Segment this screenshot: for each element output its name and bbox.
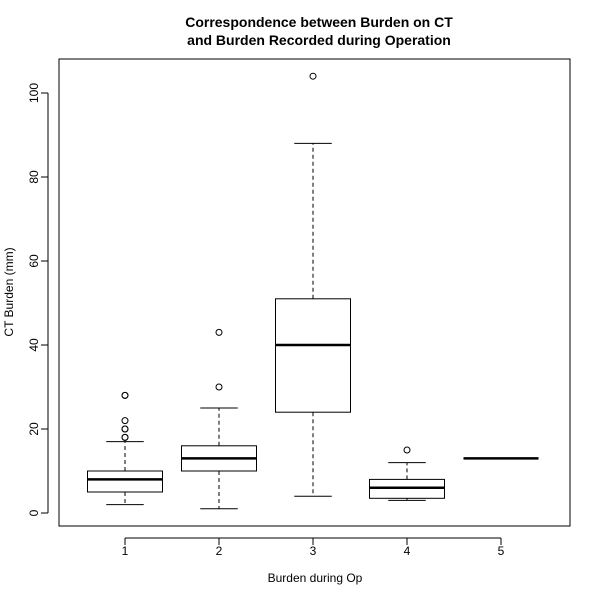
- interquartile-box: [275, 298, 351, 413]
- outlier-point: [309, 72, 317, 80]
- outlier-point: [215, 383, 223, 391]
- y-tick-label: 80: [27, 170, 41, 184]
- y-tick-label: 100: [27, 83, 41, 103]
- y-tick-label: 20: [27, 422, 41, 436]
- box-group-4: [369, 446, 445, 501]
- x-tick-label: 5: [498, 544, 505, 558]
- x-axis: 1 2 3 4 5: [122, 537, 505, 558]
- interquartile-box: [87, 470, 163, 493]
- chart-title-line-1: Correspondence between Burden on CT: [185, 14, 453, 30]
- chart-title-line-2: and Burden Recorded during Operation: [187, 32, 451, 48]
- x-axis-label: Burden during Op: [268, 571, 363, 585]
- x-tick-label: 2: [216, 544, 223, 558]
- x-tick-label: 1: [122, 544, 129, 558]
- outlier-point: [121, 425, 129, 433]
- outlier-point: [403, 446, 411, 454]
- outlier-point: [121, 417, 129, 425]
- outlier-point: [121, 433, 129, 441]
- box-group-2: [181, 328, 257, 510]
- x-tick-label: 4: [404, 544, 411, 558]
- y-tick-label: 60: [27, 254, 41, 268]
- box-group-3: [275, 72, 351, 497]
- outlier-point: [215, 328, 223, 336]
- outlier-point: [121, 391, 129, 399]
- y-tick-label: 40: [27, 338, 41, 352]
- plot-frame: [58, 58, 571, 527]
- y-axis-label: CT Burden (mm): [2, 247, 16, 336]
- box-series: [87, 72, 539, 510]
- y-axis: 0 20 40 60 80 100: [27, 83, 49, 516]
- x-tick-label: 3: [310, 544, 317, 558]
- box-group-1: [87, 391, 163, 506]
- y-tick-label: 0: [27, 509, 41, 516]
